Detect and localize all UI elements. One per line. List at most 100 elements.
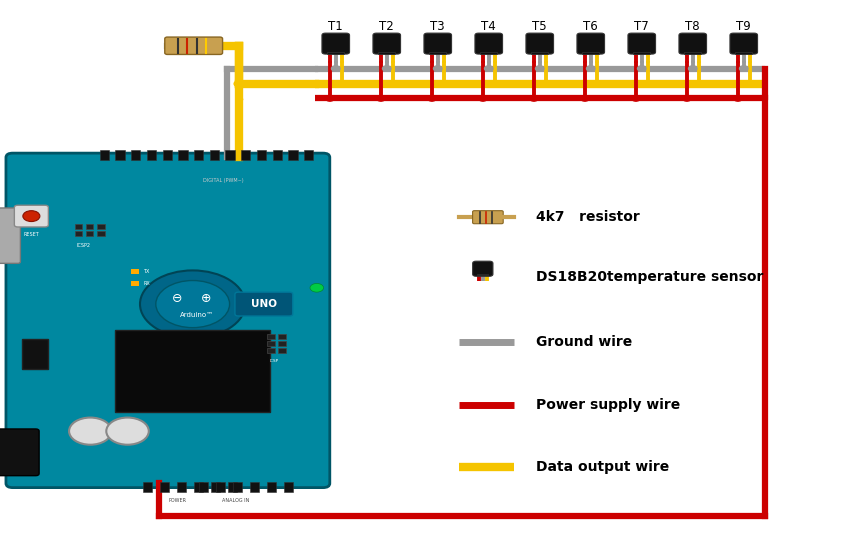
Bar [378, 52, 395, 54]
Text: T2: T2 [379, 20, 394, 33]
FancyBboxPatch shape [475, 33, 502, 54]
Circle shape [688, 66, 697, 71]
Bar [216, 482, 225, 492]
Circle shape [745, 81, 754, 86]
Text: T5: T5 [532, 20, 547, 33]
Bar [147, 150, 156, 160]
Bar [194, 482, 203, 492]
Circle shape [310, 283, 324, 292]
FancyBboxPatch shape [424, 33, 451, 54]
FancyBboxPatch shape [235, 292, 292, 316]
Text: T4: T4 [481, 20, 496, 33]
Text: Arduino™: Arduino™ [180, 312, 214, 318]
Circle shape [541, 81, 550, 86]
FancyBboxPatch shape [165, 37, 223, 54]
Bar [160, 482, 169, 492]
Text: DIGITAL (PWM~): DIGITAL (PWM~) [203, 178, 244, 183]
Bar [210, 150, 219, 160]
Text: T8: T8 [685, 20, 700, 33]
Text: ANALOG IN: ANALOG IN [223, 498, 250, 503]
Bar [177, 482, 186, 492]
Circle shape [581, 96, 589, 101]
Bar [478, 274, 488, 275]
Bar [178, 150, 188, 160]
Circle shape [337, 81, 346, 86]
Text: T7: T7 [634, 20, 649, 33]
Bar [735, 52, 752, 54]
Circle shape [479, 96, 487, 101]
Text: DS18B20temperature sensor: DS18B20temperature sensor [536, 270, 763, 284]
Text: 4k7   resistor: 4k7 resistor [536, 210, 639, 224]
Circle shape [484, 66, 493, 71]
Bar [278, 348, 286, 353]
Circle shape [140, 270, 246, 338]
Circle shape [683, 96, 691, 101]
Bar [250, 482, 259, 492]
FancyBboxPatch shape [0, 208, 20, 263]
Bar [480, 52, 497, 54]
Circle shape [586, 66, 595, 71]
FancyBboxPatch shape [322, 33, 349, 54]
FancyBboxPatch shape [628, 33, 655, 54]
Circle shape [643, 81, 652, 86]
Circle shape [638, 66, 646, 71]
Circle shape [69, 418, 111, 445]
Bar [284, 482, 293, 492]
Text: RX: RX [144, 281, 150, 286]
Bar [131, 269, 139, 274]
FancyBboxPatch shape [0, 429, 39, 476]
Bar [267, 341, 275, 346]
Bar [327, 52, 344, 54]
FancyBboxPatch shape [730, 33, 757, 54]
Bar [86, 231, 94, 236]
FancyBboxPatch shape [6, 153, 330, 488]
Circle shape [740, 66, 748, 71]
Circle shape [332, 66, 340, 71]
Bar [582, 52, 599, 54]
Bar [131, 281, 139, 286]
Bar [233, 482, 242, 492]
Circle shape [388, 81, 397, 86]
Bar [267, 482, 276, 492]
Bar [273, 150, 282, 160]
FancyBboxPatch shape [526, 33, 553, 54]
Bar [131, 150, 140, 160]
Circle shape [377, 96, 385, 101]
Text: T6: T6 [583, 20, 598, 33]
Text: TX: TX [144, 269, 150, 274]
Text: ⊖: ⊖ [173, 292, 183, 305]
Bar [75, 224, 82, 229]
Circle shape [234, 80, 244, 87]
Bar [99, 150, 109, 160]
Circle shape [382, 66, 391, 71]
Bar [267, 334, 275, 339]
FancyBboxPatch shape [577, 33, 604, 54]
Text: Data output wire: Data output wire [536, 460, 669, 474]
Circle shape [530, 96, 538, 101]
Bar [75, 231, 82, 236]
Bar [97, 224, 105, 229]
Bar [429, 52, 446, 54]
Circle shape [23, 211, 40, 222]
Circle shape [106, 418, 149, 445]
Bar [228, 482, 237, 492]
FancyBboxPatch shape [473, 261, 493, 276]
Circle shape [592, 81, 601, 86]
Bar [278, 341, 286, 346]
Circle shape [439, 81, 448, 86]
Bar [633, 52, 650, 54]
Circle shape [490, 81, 499, 86]
Bar [211, 482, 220, 492]
Bar [97, 231, 105, 236]
Text: ICSP2: ICSP2 [76, 243, 90, 248]
Bar [116, 150, 125, 160]
Circle shape [632, 96, 640, 101]
Text: ICSP: ICSP [269, 359, 279, 363]
Circle shape [734, 96, 742, 101]
Bar [22, 339, 48, 369]
FancyBboxPatch shape [373, 33, 400, 54]
Circle shape [326, 96, 334, 101]
Bar [194, 150, 203, 160]
Bar [278, 334, 286, 339]
Bar [304, 150, 314, 160]
